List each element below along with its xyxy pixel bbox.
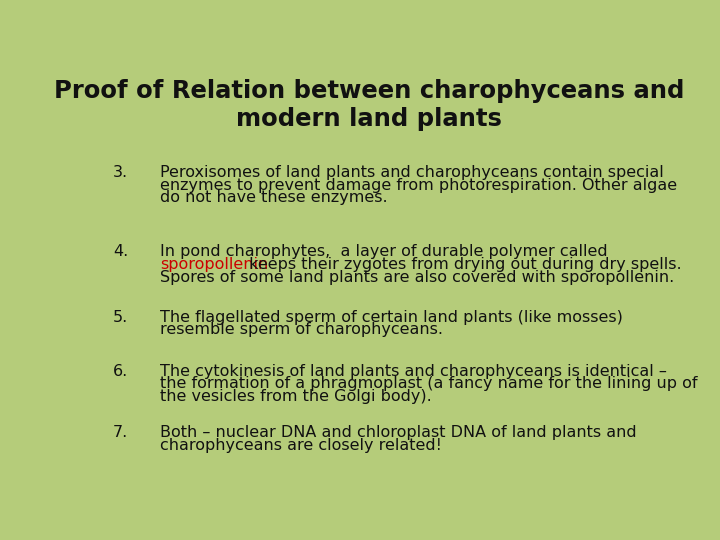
Text: In pond charophytes,  a layer of durable polymer called: In pond charophytes, a layer of durable …: [160, 244, 608, 259]
Text: sporopollenin: sporopollenin: [160, 257, 268, 272]
Text: charophyceans are closely related!: charophyceans are closely related!: [160, 438, 441, 453]
Text: 5.: 5.: [113, 309, 128, 325]
Text: Spores of some land plants are also covered with sporopollenin.: Spores of some land plants are also cove…: [160, 269, 674, 285]
Text: Both – nuclear DNA and chloroplast DNA of land plants and: Both – nuclear DNA and chloroplast DNA o…: [160, 425, 636, 440]
Text: enzymes to prevent damage from photorespiration. Other algae: enzymes to prevent damage from photoresp…: [160, 178, 677, 193]
Text: Proof of Relation between charophyceans and
modern land plants: Proof of Relation between charophyceans …: [54, 79, 684, 131]
Text: the formation of a phragmoplast (a fancy name for the lining up of: the formation of a phragmoplast (a fancy…: [160, 376, 697, 392]
Text: The flagellated sperm of certain land plants (like mosses): The flagellated sperm of certain land pl…: [160, 309, 623, 325]
Text: resemble sperm of charophyceans.: resemble sperm of charophyceans.: [160, 322, 443, 338]
Text: 6.: 6.: [113, 363, 128, 379]
Text: The cytokinesis of land plants and charophyceans is identical –: The cytokinesis of land plants and charo…: [160, 363, 667, 379]
Text: 7.: 7.: [113, 425, 128, 440]
Text: Peroxisomes of land plants and charophyceans contain special: Peroxisomes of land plants and charophyc…: [160, 165, 664, 180]
Text: keeps their zygotes from drying out during dry spells.: keeps their zygotes from drying out duri…: [243, 257, 681, 272]
Text: 3.: 3.: [113, 165, 128, 180]
Text: the vesicles from the Golgi body).: the vesicles from the Golgi body).: [160, 389, 431, 404]
Text: 4.: 4.: [113, 244, 128, 259]
Text: do not have these enzymes.: do not have these enzymes.: [160, 190, 387, 205]
